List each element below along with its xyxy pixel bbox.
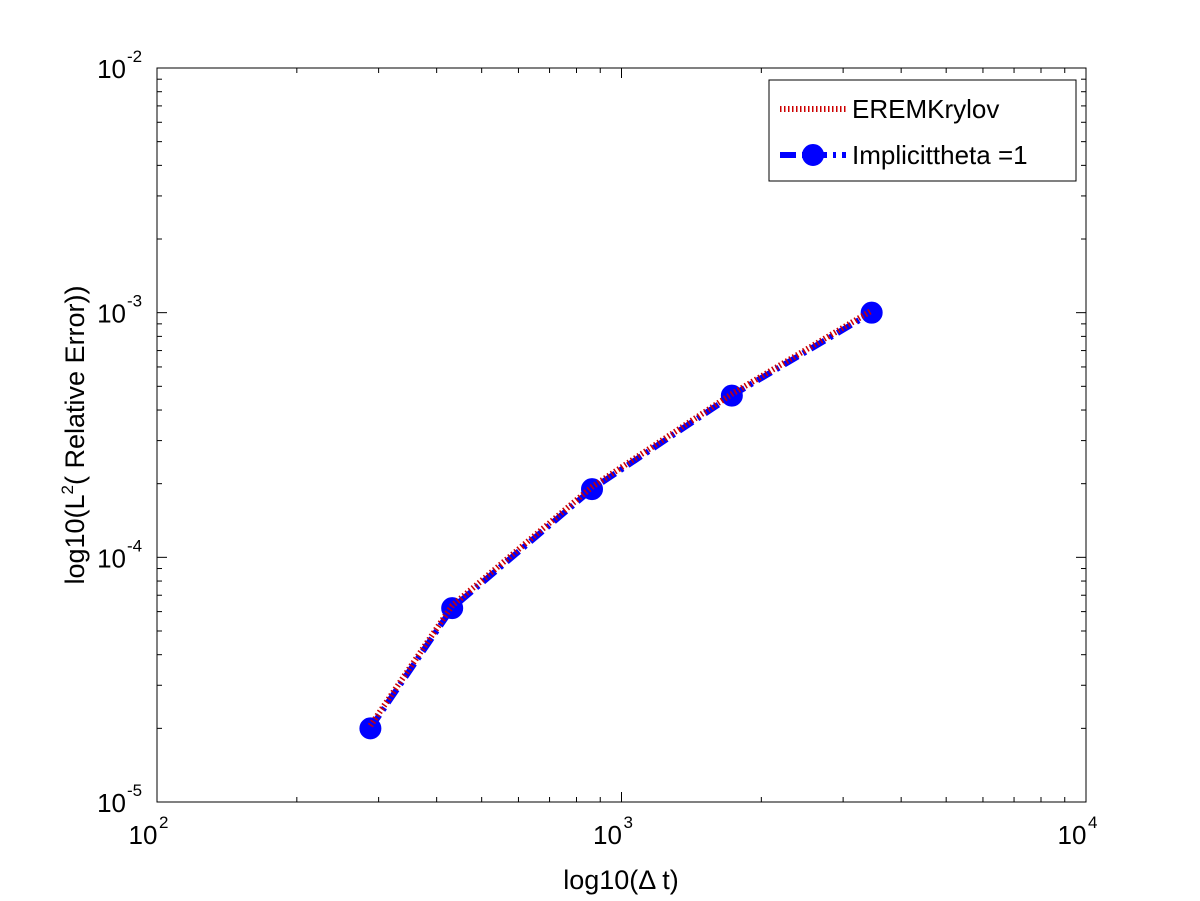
data-point-implicittheta-1	[860, 301, 883, 324]
legend-label-eremkrylov: EREMKrylov	[852, 94, 999, 124]
x-tick-label: 10	[129, 820, 158, 850]
y-tick-label-exponent: -4	[127, 536, 142, 555]
y-tick-label: 10	[97, 54, 126, 84]
y-tick-label: 10	[97, 543, 126, 573]
x-tick-label: 10	[1058, 820, 1087, 850]
y-tick-label-exponent: -2	[127, 47, 142, 66]
y-tick-label-exponent: -3	[127, 292, 142, 311]
series-line-eremkrylov	[367, 308, 874, 728]
data-point-implicittheta-1	[359, 717, 382, 740]
y-tick-label: 10	[97, 299, 126, 329]
x-tick-label: 10	[593, 820, 622, 850]
legend-box	[768, 79, 1077, 182]
axis-ticks	[156, 67, 1087, 803]
y-tick-label: 10	[97, 788, 126, 818]
y-axis-label: log10(L2( Relative Error))	[58, 285, 90, 584]
series-line-implicittheta-1	[367, 310, 874, 730]
y-axis-label-sup: 2	[58, 485, 77, 494]
plot-frame	[156, 67, 1087, 803]
legend: EREMKrylov Implicittheta =1	[768, 79, 1077, 182]
x-tick-label-exponent: 4	[1088, 813, 1097, 832]
legend-label-implicit: Implicittheta =1	[852, 140, 1028, 170]
x-axis-label: log10(Δ t)	[563, 865, 679, 895]
tick-labels: 10 2 10 3 10 410 -510 -410 -310 -2	[97, 47, 1097, 850]
plot-area	[157, 68, 1086, 802]
x-tick-label-exponent: 3	[624, 813, 633, 832]
y-axis-label-main: log10(L	[60, 494, 90, 584]
y-tick-label-exponent: -5	[127, 781, 142, 800]
y-axis-label-rest: ( Relative Error))	[60, 285, 90, 485]
series-layer	[359, 301, 883, 740]
x-tick-label-exponent: 2	[159, 813, 168, 832]
legend-marker-implicit	[802, 144, 824, 166]
